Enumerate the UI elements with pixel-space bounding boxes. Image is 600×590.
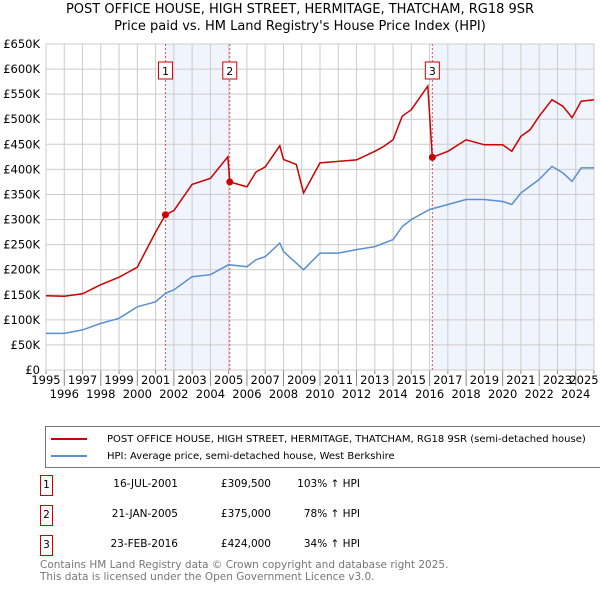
footer-line: Contains HM Land Registry data © Crown c… bbox=[40, 559, 449, 571]
x-tick-label: 2016 bbox=[415, 387, 444, 401]
x-tick-label: 2010 bbox=[305, 387, 334, 401]
footer-line: This data is licensed under the Open Gov… bbox=[40, 571, 375, 583]
x-tick-label: 2007 bbox=[251, 373, 280, 387]
series-line bbox=[46, 165, 594, 335]
sale-price: £309,500 bbox=[220, 478, 271, 490]
x-tick-label: 1996 bbox=[50, 387, 79, 401]
x-tick-label: 2001 bbox=[141, 373, 170, 387]
shaded-range bbox=[432, 44, 594, 370]
sale-price: £375,000 bbox=[220, 508, 271, 520]
x-tick-label: 2018 bbox=[451, 387, 480, 401]
sale-row: 2 21-JAN-2005 £375,000 78% ↑ HPI bbox=[40, 505, 440, 526]
x-tick-label: 2022 bbox=[525, 387, 554, 401]
footer: Contains HM Land Registry data © Crown c… bbox=[40, 559, 448, 583]
sale-point bbox=[226, 178, 234, 186]
x-tick-label: 2000 bbox=[123, 387, 152, 401]
y-tick-label: £600K bbox=[3, 62, 40, 76]
legend-item-hpi: HPI: Average price, semi-detached house,… bbox=[46, 448, 395, 464]
sale-label-box bbox=[424, 61, 440, 80]
sale-label: 1 bbox=[162, 65, 169, 78]
x-tick-label: 2017 bbox=[433, 373, 462, 387]
legend-swatch bbox=[51, 455, 87, 457]
plot-frame bbox=[45, 43, 595, 371]
sale-hpi-change: 34% ↑ HPI bbox=[303, 538, 360, 550]
x-tick-label: 2014 bbox=[378, 387, 407, 401]
x-tick-label: 2011 bbox=[324, 373, 353, 387]
shaded-range bbox=[165, 44, 230, 370]
chart-title: POST OFFICE HOUSE, HIGH STREET, HERMITAG… bbox=[65, 2, 535, 17]
x-tick-label: 2008 bbox=[269, 387, 298, 401]
sale-date: 23-FEB-2016 bbox=[110, 538, 178, 550]
x-tick-label: 1999 bbox=[104, 373, 133, 387]
y-tick-label: £500K bbox=[3, 112, 40, 126]
sale-number: 2 bbox=[40, 505, 53, 526]
sale-date: 21-JAN-2005 bbox=[111, 508, 178, 520]
x-tick-label: 2006 bbox=[232, 387, 261, 401]
y-tick-label: £100K bbox=[3, 313, 40, 327]
y-tick-label: £650K bbox=[3, 37, 40, 51]
legend-item-property: POST OFFICE HOUSE, HIGH STREET, HERMITAG… bbox=[46, 431, 586, 447]
chart-subtitle: Price paid vs. HM Land Registry's House … bbox=[114, 19, 486, 34]
x-tick-label: 2013 bbox=[360, 373, 389, 387]
y-tick-label: £200K bbox=[3, 263, 40, 277]
y-tick-label: £0 bbox=[25, 363, 40, 377]
sale-hpi-change: 103% ↑ HPI bbox=[297, 478, 360, 490]
x-tick-label: 2023 bbox=[543, 373, 572, 387]
sale-label: 2 bbox=[226, 65, 233, 78]
legend-label: HPI: Average price, semi-detached house,… bbox=[107, 450, 395, 462]
y-tick-label: £50K bbox=[11, 338, 41, 352]
x-tick-label: 2003 bbox=[177, 373, 206, 387]
sale-label: 3 bbox=[429, 65, 436, 78]
x-tick-label: 2004 bbox=[196, 387, 225, 401]
x-tick-label: 2002 bbox=[159, 387, 188, 401]
legend-swatch bbox=[51, 438, 87, 440]
x-tick-label: 2025 bbox=[569, 373, 598, 387]
x-tick-label: 2020 bbox=[488, 387, 517, 401]
sale-point bbox=[428, 153, 436, 161]
sale-row: 1 16-JUL-2001 £309,500 103% ↑ HPI bbox=[40, 475, 440, 496]
x-tick-label: 2019 bbox=[470, 373, 499, 387]
sale-hpi-change: 78% ↑ HPI bbox=[303, 508, 360, 520]
x-tick-label: 2012 bbox=[342, 387, 371, 401]
y-tick-label: £550K bbox=[3, 87, 40, 101]
x-tick-label: 2015 bbox=[397, 373, 426, 387]
y-tick-label: £450K bbox=[3, 137, 40, 151]
y-tick-label: £400K bbox=[3, 162, 40, 176]
sale-date: 16-JUL-2001 bbox=[113, 478, 178, 490]
legend: POST OFFICE HOUSE, HIGH STREET, HERMITAG… bbox=[45, 426, 600, 468]
sale-row: 3 23-FEB-2016 £424,000 34% ↑ HPI bbox=[40, 535, 440, 556]
y-tick-label: £250K bbox=[3, 238, 40, 252]
sale-number: 3 bbox=[40, 535, 53, 556]
sale-label-box bbox=[157, 61, 173, 80]
sale-label-box bbox=[222, 61, 238, 80]
sale-number: 1 bbox=[40, 475, 53, 496]
x-tick-label: 2021 bbox=[506, 373, 535, 387]
plot-area: £0 £50K £100K £150K £200K £250K £300K £350K £400… bbox=[3, 37, 598, 401]
y-tick-label: £300K bbox=[3, 213, 40, 227]
x-tick-label: 2005 bbox=[214, 373, 243, 387]
legend-label: POST OFFICE HOUSE, HIGH STREET, HERMITAG… bbox=[107, 433, 586, 445]
x-tick-label: 1995 bbox=[31, 373, 60, 387]
sale-point bbox=[161, 211, 169, 219]
x-tick-label: 1998 bbox=[86, 387, 115, 401]
x-tick-label: 2009 bbox=[287, 373, 316, 387]
sale-price: £424,000 bbox=[220, 538, 271, 550]
x-tick-label: 1997 bbox=[68, 373, 97, 387]
x-tick-label: 2024 bbox=[561, 387, 590, 401]
y-tick-label: £150K bbox=[3, 288, 40, 302]
y-tick-label: £350K bbox=[3, 187, 40, 201]
